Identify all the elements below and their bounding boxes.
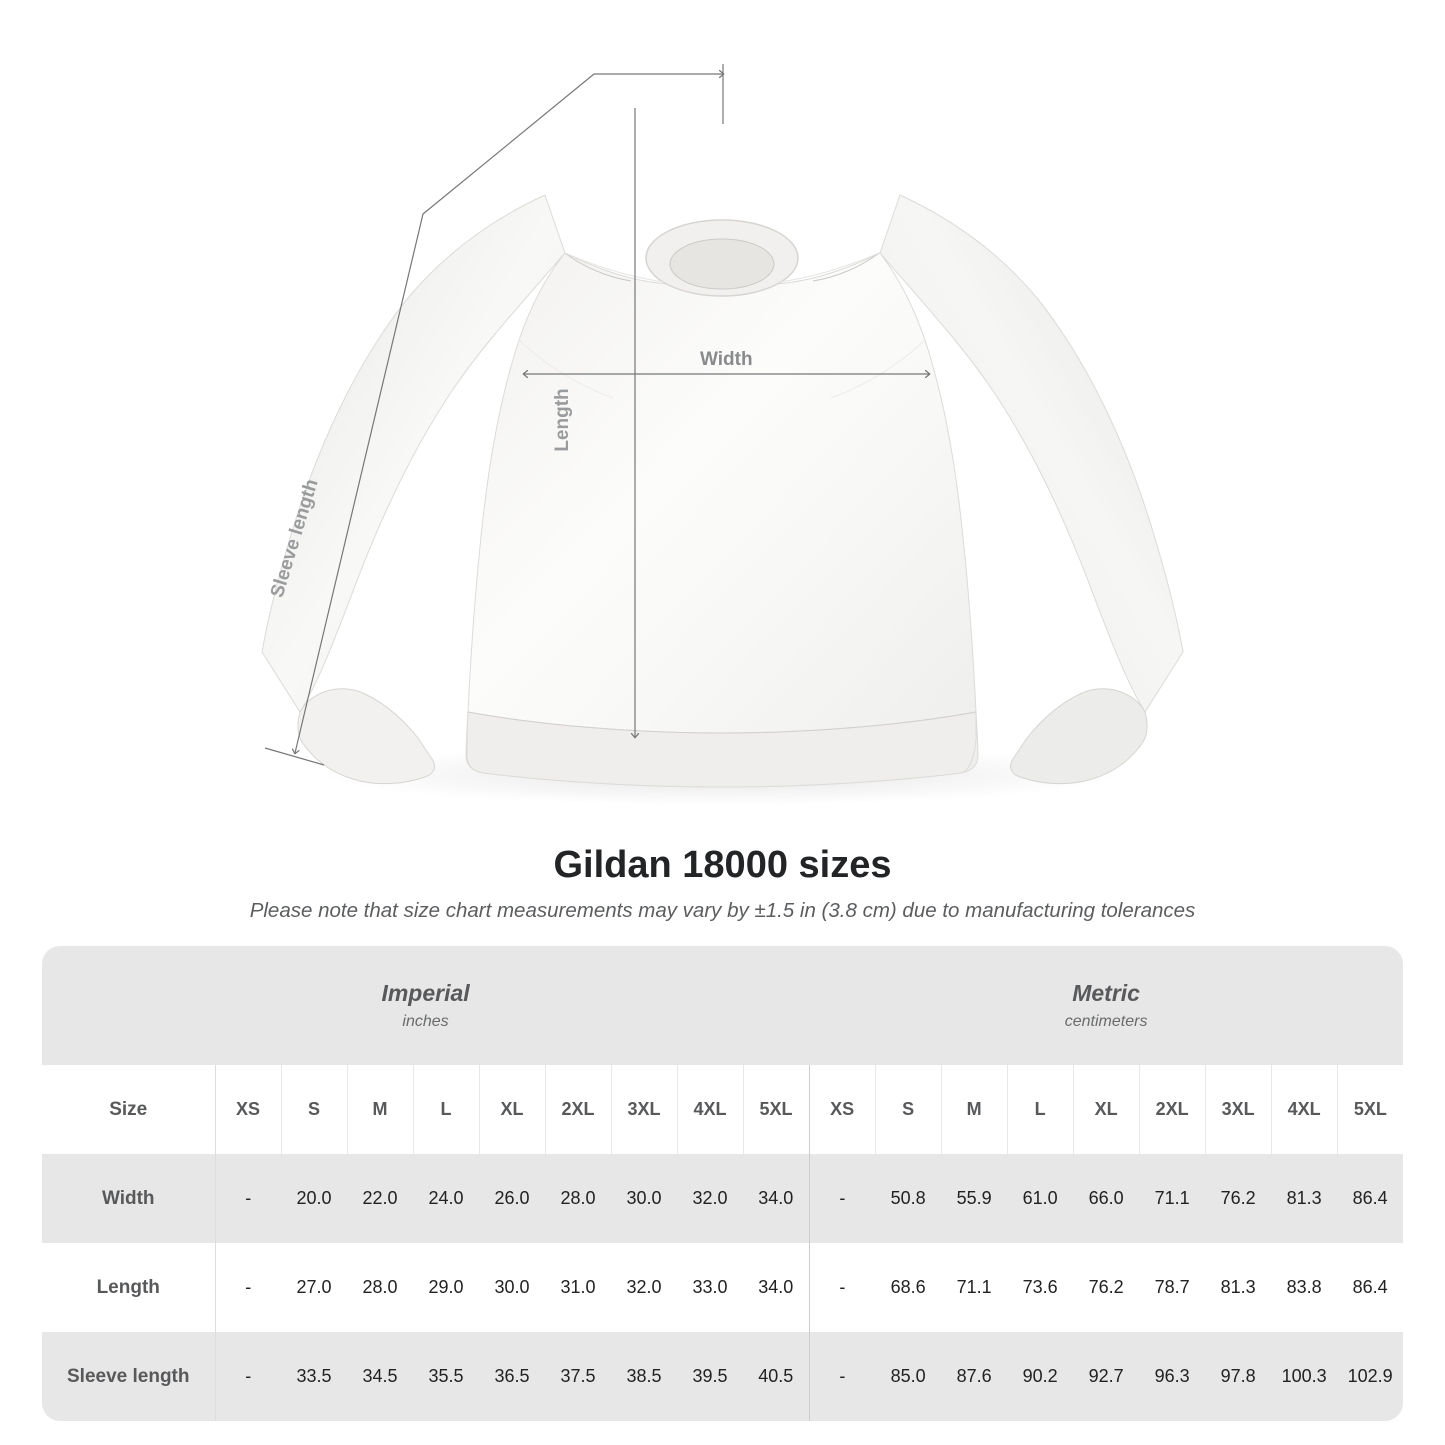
svg-text:Length: Length: [552, 388, 573, 451]
svg-text:Width: Width: [700, 349, 753, 370]
